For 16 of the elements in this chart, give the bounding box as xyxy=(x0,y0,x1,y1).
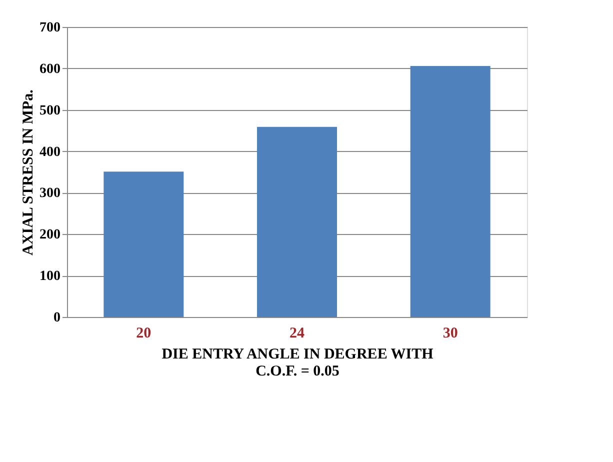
x-tick-label: 24 xyxy=(290,326,305,342)
y-tick-label: 100 xyxy=(40,269,60,284)
x-tick-label: 20 xyxy=(136,326,152,342)
bar xyxy=(104,172,184,317)
y-tick-label: 500 xyxy=(40,103,60,118)
bar xyxy=(410,66,490,317)
y-tick-label: 600 xyxy=(40,62,60,77)
bar xyxy=(257,126,337,317)
y-tick-label: 200 xyxy=(40,228,60,243)
y-tick-label: 400 xyxy=(40,144,60,160)
x-axis-title: DIE ENTRY ANGLE IN DEGREE WITH C.O.F. = 0.05 xyxy=(162,346,434,380)
y-tick-label: 300 xyxy=(40,186,60,202)
y-tick-label: 0 xyxy=(54,310,60,326)
y-tick-label: 700 xyxy=(40,20,60,36)
y-axis-title: AXIAL STRESS IN MPa. xyxy=(20,89,36,256)
x-tick-label: 30 xyxy=(442,326,458,342)
